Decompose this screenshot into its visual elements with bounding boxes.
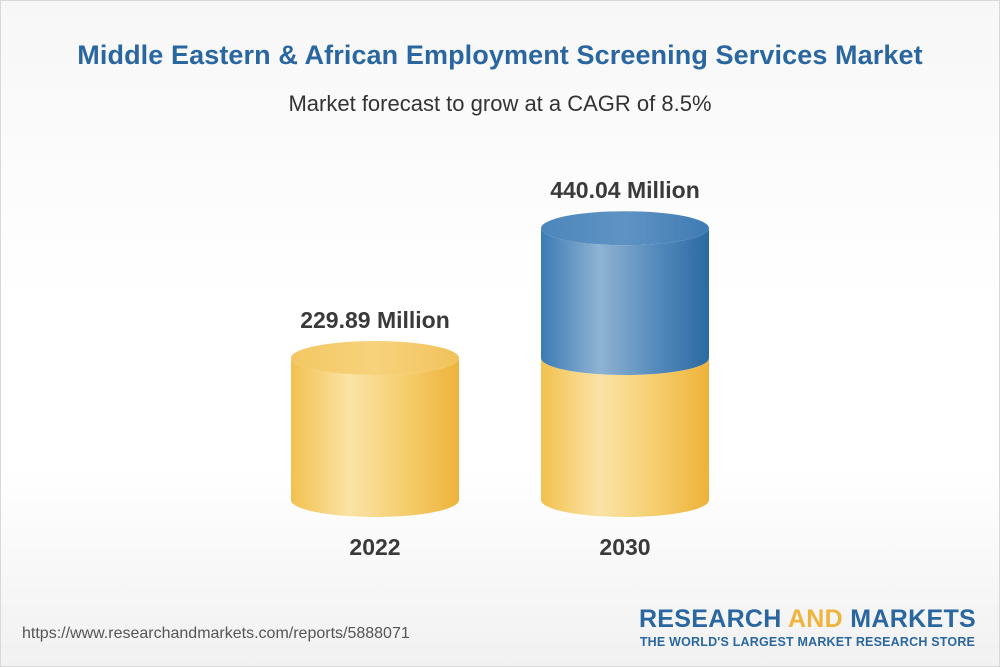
x-tick-2022: 2022 [349,534,400,560]
value-label-2030: 440.04 Million [550,177,700,203]
source-url[interactable]: https://www.researchandmarkets.com/repor… [22,625,410,642]
bar-2030-base-body [541,358,709,517]
x-tick-2030: 2030 [599,534,650,560]
chart-subtitle: Market forecast to grow at a CAGR of 8.5… [288,91,712,116]
brand-name-accent: AND [787,605,844,633]
bar-2030-growth-body [541,228,709,375]
brand-logo: RESEARCH AND MARKETS THE WORLD'S LARGEST… [639,606,976,649]
value-label-2022: 229.89 Million [300,307,450,333]
brand-name-part3: MARKETS [843,605,976,633]
brand-tagline: THE WORLD'S LARGEST MARKET RESEARCH STOR… [639,635,976,649]
bar-2030-top [541,211,709,246]
bar-2022-top [291,341,459,375]
chart-title: Middle Eastern & African Employment Scre… [77,40,923,70]
bar-2022-body [291,358,459,517]
brand-name-part1: RESEARCH [638,605,788,633]
brand-name: RESEARCH AND MARKETS [639,606,976,632]
